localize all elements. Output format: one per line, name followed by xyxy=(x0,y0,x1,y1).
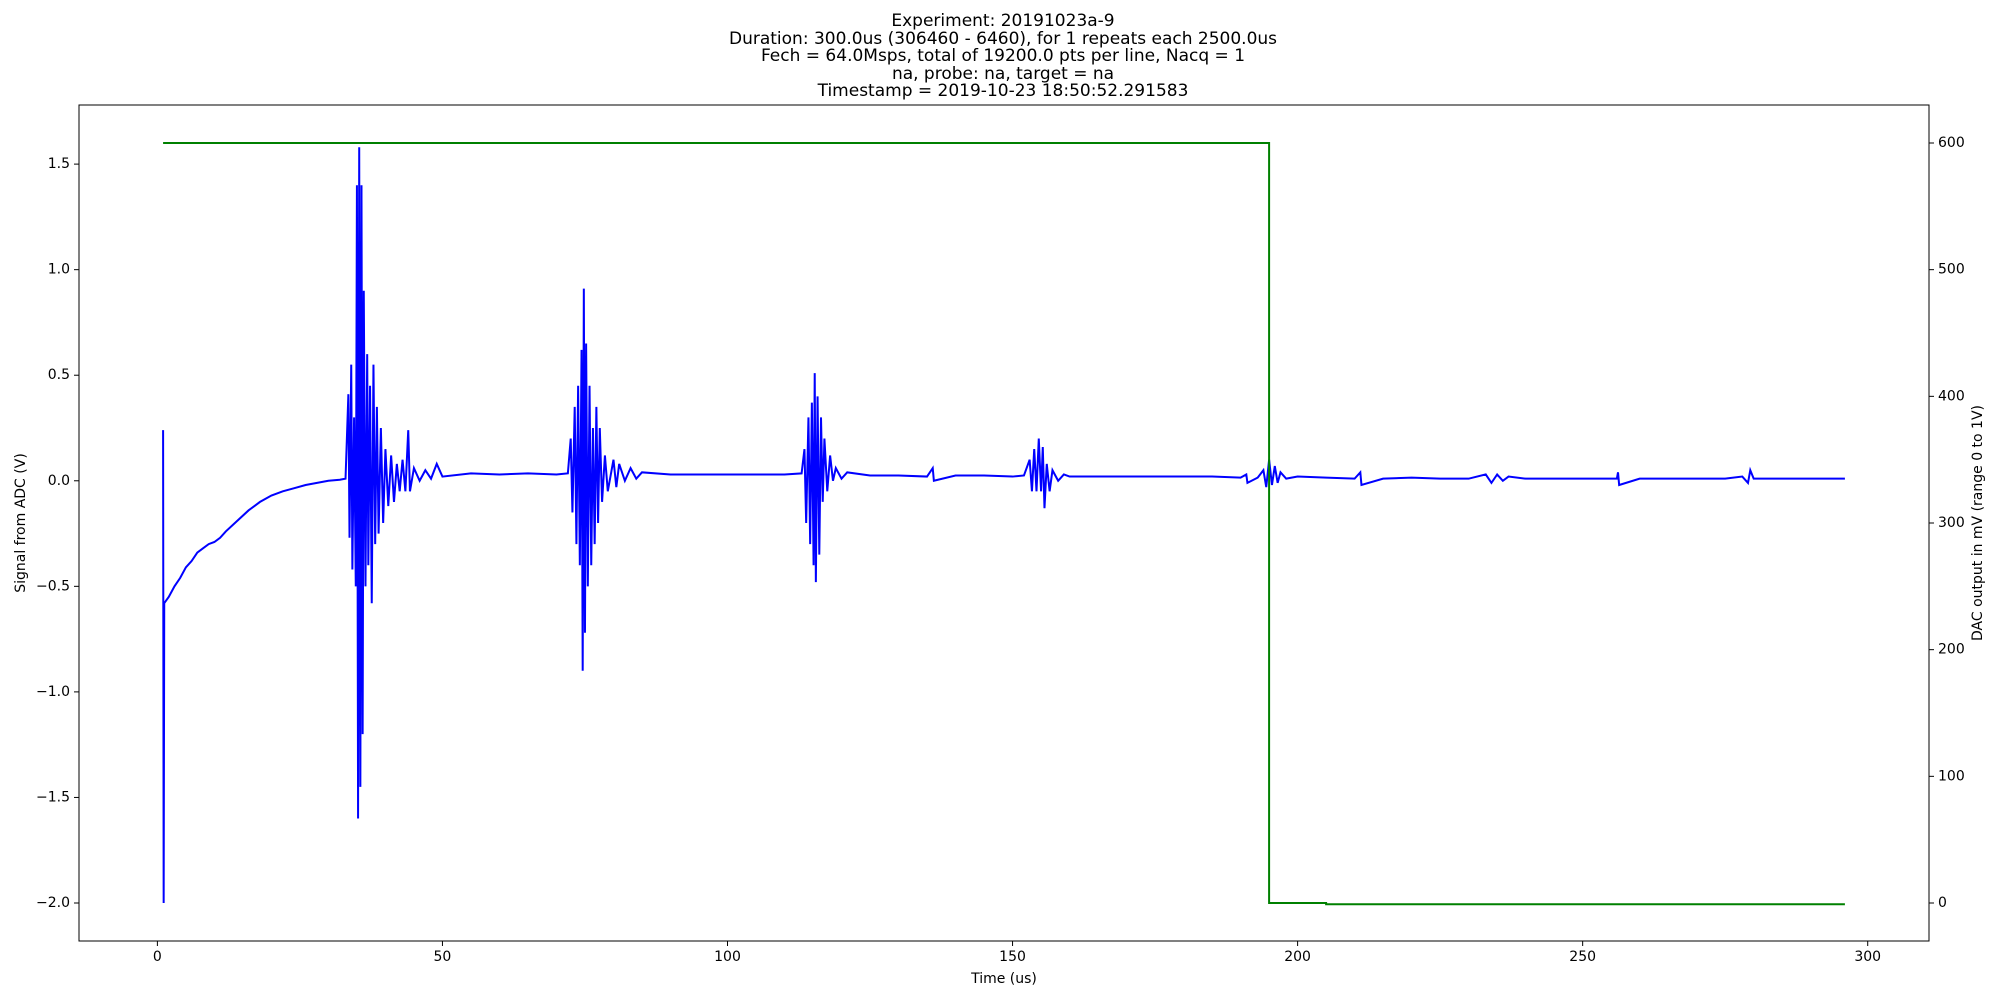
x-tick-label: 250 xyxy=(1569,949,1596,965)
y2-tick-label: 200 xyxy=(1938,642,1965,658)
plot-frame xyxy=(78,104,1930,942)
x-tick-label: 150 xyxy=(999,949,1026,965)
y-tick-label: 0.0 xyxy=(48,473,70,489)
chart-title: Experiment: 20191023a-9 xyxy=(891,11,1114,31)
data-line xyxy=(163,142,1845,906)
y2-tick-label: 300 xyxy=(1938,515,1965,531)
chart-title: Timestamp = 2019-10-23 18:50:52.291583 xyxy=(817,81,1189,101)
data-line xyxy=(162,147,1845,904)
y-tick-label: −1.0 xyxy=(36,684,70,700)
y2-axis-label: DAC output in mV (range 0 to 1V) xyxy=(1970,405,1986,641)
y-axis-label: Signal from ADC (V) xyxy=(13,453,29,593)
chart-title: Fech = 64.0Msps, total of 19200.0 pts pe… xyxy=(761,46,1245,66)
y2-tick-label: 100 xyxy=(1938,768,1965,784)
y-tick-label: −2.0 xyxy=(36,895,70,911)
y-tick-label: −1.5 xyxy=(36,789,70,805)
chart-title: na, probe: na, target = na xyxy=(892,64,1114,84)
x-tick-label: 100 xyxy=(714,949,741,965)
y-tick-label: −0.5 xyxy=(36,578,70,594)
y-tick-label: 1.0 xyxy=(48,262,70,278)
x-tick-label: 300 xyxy=(1854,949,1881,965)
y2-tick-label: 600 xyxy=(1938,135,1965,151)
x-tick-label: 50 xyxy=(434,949,452,965)
y2-tick-label: 500 xyxy=(1938,262,1965,278)
y-tick-label: 0.5 xyxy=(48,367,70,383)
x-axis-label: Time (us) xyxy=(970,971,1037,987)
x-tick-label: 0 xyxy=(153,949,162,965)
x-tick-label: 200 xyxy=(1284,949,1311,965)
chart-title: Duration: 300.0us (306460 - 6460), for 1… xyxy=(729,29,1277,49)
y2-tick-label: 400 xyxy=(1938,388,1965,404)
y-tick-label: 1.5 xyxy=(48,156,70,172)
y2-tick-label: 0 xyxy=(1938,895,1947,911)
